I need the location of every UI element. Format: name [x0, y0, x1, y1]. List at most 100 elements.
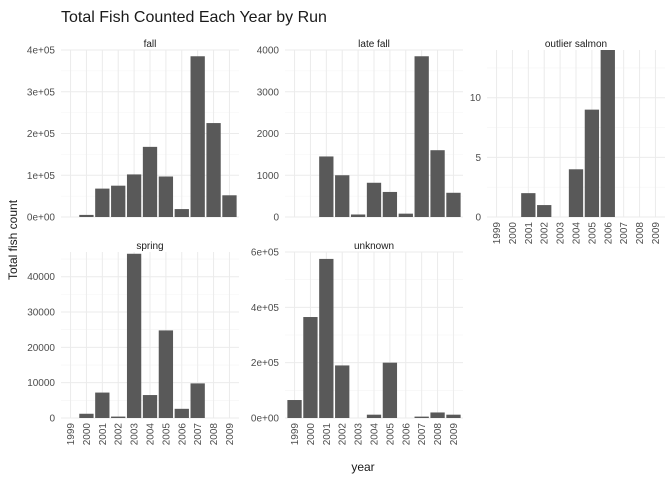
bar: [174, 408, 189, 418]
bar: [79, 214, 94, 217]
bar: [537, 205, 552, 217]
bar: [303, 317, 318, 418]
y-axis-title: Total fish count: [6, 199, 20, 280]
bar: [584, 109, 600, 217]
bar: [600, 50, 615, 217]
bar: [335, 365, 350, 418]
x-tick-label: 2002: [540, 222, 551, 245]
x-tick-label: 2005: [385, 423, 396, 446]
y-tick-label: 10000: [27, 378, 55, 389]
x-tick-label: 2007: [619, 222, 630, 245]
facet-strip-label: outlier salmon: [545, 39, 607, 50]
bar: [382, 362, 398, 418]
x-tick-label: 2003: [354, 423, 365, 446]
facet-panel: late fall 0 1000 2000 3000 4000: [257, 39, 463, 224]
y-tick-label: 0: [49, 414, 55, 425]
x-axis-title: year: [351, 460, 374, 474]
x-tick-label: 1999: [66, 423, 77, 446]
y-tick-label: 4000: [257, 46, 280, 57]
x-tick-label: 2002: [338, 423, 349, 446]
x-tick-label: 2009: [651, 222, 662, 245]
x-tick-label: 2009: [449, 423, 460, 446]
x-tick-label: 2008: [635, 222, 646, 245]
bar: [382, 191, 398, 217]
facet-strip-label: unknown: [354, 241, 394, 252]
bar: [335, 175, 350, 217]
x-tick-label: 1999: [492, 222, 503, 245]
facet-panel: outlier salmon 0 5 10 1999 2000 2001 2002 2003 20…: [470, 39, 665, 244]
x-tick-label: 2004: [370, 423, 381, 446]
bar: [414, 416, 429, 418]
facet-panel: fall 0e+00 1e+05 2e+05 3e+05 4e+05: [27, 39, 239, 224]
y-tick-label: 3e+05: [27, 87, 56, 98]
y-tick-label: 2e+05: [27, 129, 56, 140]
y-tick-label: 0e+00: [27, 213, 56, 224]
x-tick-label: 2007: [193, 423, 204, 446]
y-tick-label: 4e+05: [27, 46, 56, 57]
y-tick-label: 0e+00: [251, 414, 280, 425]
y-tick-label: 3000: [257, 87, 280, 98]
x-tick-label: 2002: [114, 423, 125, 446]
facet-panel: spring 0 10000 20000 30000 40000 1999 2000 2001 2…: [27, 241, 239, 445]
bar: [222, 195, 237, 217]
facet-panel: unknown 0e+00 2e+05 4e+05 6e+05 1999 2000 2001 2…: [251, 241, 463, 445]
bar: [398, 213, 413, 217]
bar: [366, 414, 382, 418]
y-tick-label: 30000: [27, 308, 55, 319]
y-tick-label: 2e+05: [251, 358, 280, 369]
bar: [79, 413, 94, 418]
bar: [142, 395, 158, 418]
y-tick-label: 10: [470, 93, 482, 104]
bar: [430, 412, 445, 418]
bar: [446, 192, 461, 217]
bar: [111, 185, 126, 217]
bar: [190, 56, 205, 218]
bar: [350, 214, 366, 217]
bar: [158, 330, 174, 418]
bar: [158, 176, 174, 217]
y-tick-label: 2000: [257, 129, 280, 140]
x-tick-label: 1999: [290, 423, 301, 446]
bar: [142, 146, 158, 217]
bar: [111, 416, 126, 418]
x-tick-label: 2006: [603, 222, 614, 245]
x-tick-label: 2004: [146, 423, 157, 446]
y-tick-label: 1e+05: [27, 171, 56, 182]
bar: [95, 392, 110, 418]
y-tick-label: 4e+05: [251, 303, 280, 314]
bar: [521, 193, 536, 217]
y-tick-label: 40000: [27, 272, 55, 283]
bar: [126, 174, 142, 217]
x-tick-label: 2008: [433, 423, 444, 446]
bar: [430, 150, 445, 217]
x-tick-label: 2000: [82, 423, 93, 446]
x-tick-label: 2003: [556, 222, 567, 245]
x-tick-label: 2007: [417, 423, 428, 446]
x-tick-label: 2004: [572, 222, 583, 245]
facet-strip-label: fall: [144, 39, 157, 50]
x-tick-label: 2005: [161, 423, 172, 446]
facet-strip-label: late fall: [358, 39, 390, 50]
y-tick-label: 20000: [27, 343, 55, 354]
bar: [95, 188, 110, 217]
y-tick-label: 0: [273, 213, 279, 224]
x-tick-label: 2001: [524, 222, 535, 245]
bar: [126, 253, 142, 418]
facet-strip-label: spring: [136, 241, 163, 252]
x-tick-label: 2006: [401, 423, 412, 446]
chart-title: Total Fish Counted Each Year by Run: [61, 9, 327, 26]
y-tick-label: 5: [475, 153, 481, 164]
bar: [568, 169, 584, 217]
x-tick-label: 2006: [177, 423, 188, 446]
x-tick-label: 2000: [508, 222, 519, 245]
x-tick-label: 2003: [130, 423, 141, 446]
bar: [190, 383, 205, 418]
bar: [446, 414, 461, 418]
x-tick-label: 2001: [322, 423, 333, 446]
y-tick-label: 0: [475, 213, 481, 224]
x-tick-label: 2008: [209, 423, 220, 446]
bar: [206, 123, 221, 217]
bar: [287, 400, 302, 418]
